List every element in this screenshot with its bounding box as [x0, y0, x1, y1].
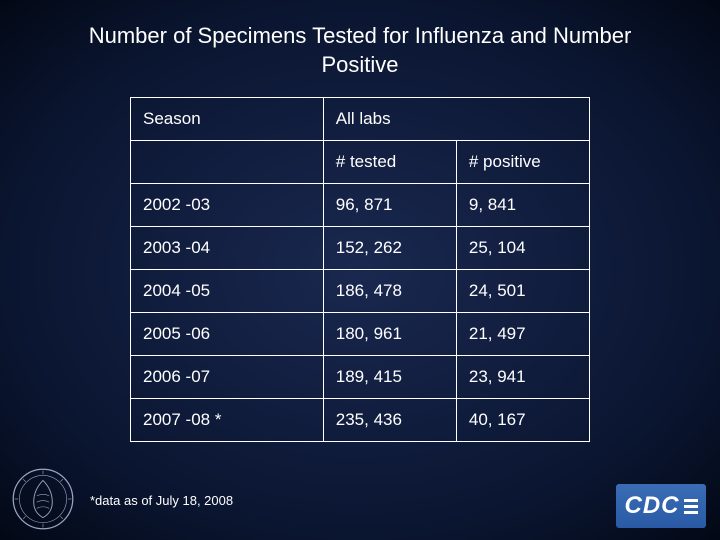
cell-positive: 23, 941 — [456, 356, 589, 399]
cdc-logo-icon: CDC — [616, 484, 706, 528]
table-container: Season All labs # tested # positive 2002… — [0, 97, 720, 442]
cell-tested: 96, 871 — [323, 184, 456, 227]
cell-season: 2003 -04 — [131, 227, 324, 270]
footnote: *data as of July 18, 2008 — [90, 493, 233, 508]
cell-season: 2006 -07 — [131, 356, 324, 399]
cell-season: 2007 -08 * — [131, 399, 324, 442]
slide-title: Number of Specimens Tested for Influenza… — [0, 0, 720, 97]
cell-tested: 189, 415 — [323, 356, 456, 399]
cell-season: 2004 -05 — [131, 270, 324, 313]
cell-positive: 25, 104 — [456, 227, 589, 270]
cdc-logo-bars-icon — [684, 499, 698, 514]
table-row: 2002 -03 96, 871 9, 841 — [131, 184, 590, 227]
table-row: 2003 -04 152, 262 25, 104 — [131, 227, 590, 270]
table-row: 2005 -06 180, 961 21, 497 — [131, 313, 590, 356]
header-positive: # positive — [456, 141, 589, 184]
cdc-logo-text: CDC — [625, 492, 680, 520]
header-tested: # tested — [323, 141, 456, 184]
cell-season: 2002 -03 — [131, 184, 324, 227]
table-row: 2007 -08 * 235, 436 40, 167 — [131, 399, 590, 442]
cell-positive: 24, 501 — [456, 270, 589, 313]
header-blank — [131, 141, 324, 184]
cell-positive: 40, 167 — [456, 399, 589, 442]
table-row: 2004 -05 186, 478 24, 501 — [131, 270, 590, 313]
table-header-row-2: # tested # positive — [131, 141, 590, 184]
cell-positive: 21, 497 — [456, 313, 589, 356]
table-row: 2006 -07 189, 415 23, 941 — [131, 356, 590, 399]
specimens-table: Season All labs # tested # positive 2002… — [130, 97, 590, 442]
table-header-row-1: Season All labs — [131, 98, 590, 141]
cell-tested: 152, 262 — [323, 227, 456, 270]
cell-tested: 235, 436 — [323, 399, 456, 442]
cell-tested: 180, 961 — [323, 313, 456, 356]
header-all-labs: All labs — [323, 98, 589, 141]
cell-positive: 9, 841 — [456, 184, 589, 227]
cell-season: 2005 -06 — [131, 313, 324, 356]
cell-tested: 186, 478 — [323, 270, 456, 313]
header-season: Season — [131, 98, 324, 141]
hhs-seal-icon — [12, 468, 74, 530]
